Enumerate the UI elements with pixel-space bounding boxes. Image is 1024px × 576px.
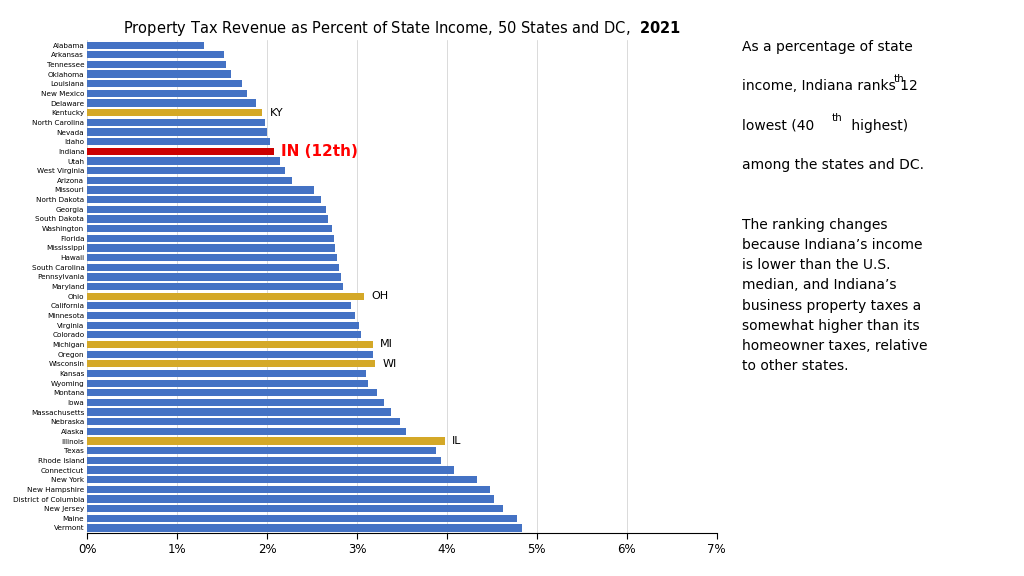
Bar (87, 215, 328, 222)
Bar (87, 467, 454, 473)
Text: among the states and DC.: among the states and DC. (742, 158, 925, 172)
Bar (87, 351, 373, 358)
Text: OH: OH (372, 291, 388, 301)
Bar (87, 90, 247, 97)
Bar (87, 389, 377, 396)
Bar (87, 370, 366, 377)
Bar (87, 109, 262, 116)
Bar (87, 157, 281, 165)
Bar (87, 486, 490, 493)
Text: KY: KY (269, 108, 284, 118)
Bar (87, 495, 494, 503)
Bar (87, 360, 375, 367)
Bar (87, 148, 274, 155)
Text: The ranking changes
because Indiana’s income
is lower than the U.S.
median, and : The ranking changes because Indiana’s in… (742, 218, 928, 373)
Text: th: th (894, 74, 904, 84)
Bar (87, 177, 292, 184)
Bar (87, 273, 341, 281)
Text: income, Indiana ranks 12: income, Indiana ranks 12 (742, 79, 919, 93)
Bar (87, 418, 400, 425)
Bar (87, 312, 355, 319)
Bar (87, 254, 337, 261)
Bar (87, 138, 269, 145)
Bar (87, 206, 327, 213)
Bar (87, 196, 321, 203)
Bar (87, 41, 204, 49)
Text: MI: MI (380, 339, 393, 350)
Bar (87, 70, 231, 78)
Bar (87, 293, 365, 300)
Bar (87, 302, 350, 309)
Bar (87, 437, 445, 445)
Bar (87, 321, 358, 329)
Bar (87, 331, 360, 339)
Text: IL: IL (453, 436, 462, 446)
Bar (87, 61, 226, 68)
Bar (87, 283, 343, 290)
Bar (87, 399, 384, 406)
Bar (87, 51, 224, 58)
Title: Property Tax Revenue as Percent of State Income, 50 States and DC,  $\bf{2021}$: Property Tax Revenue as Percent of State… (123, 20, 681, 39)
Text: As a percentage of state: As a percentage of state (742, 40, 913, 54)
Bar (87, 408, 391, 416)
Bar (87, 244, 335, 252)
Text: WI: WI (382, 359, 396, 369)
Bar (87, 515, 517, 522)
Text: lowest (40: lowest (40 (742, 119, 815, 132)
Bar (87, 225, 332, 232)
Bar (87, 264, 339, 271)
Bar (87, 80, 242, 88)
Text: highest): highest) (847, 119, 908, 132)
Bar (87, 524, 521, 532)
Bar (87, 476, 476, 483)
Bar (87, 167, 285, 175)
Text: IN (12th): IN (12th) (282, 144, 358, 159)
Bar (87, 119, 265, 126)
Bar (87, 187, 313, 194)
Bar (87, 380, 368, 386)
Bar (87, 234, 334, 242)
Bar (87, 428, 406, 435)
Bar (87, 457, 440, 464)
Bar (87, 128, 267, 136)
Bar (87, 341, 373, 348)
Bar (87, 447, 436, 454)
Bar (87, 505, 503, 512)
Text: th: th (831, 113, 842, 123)
Bar (87, 100, 256, 107)
